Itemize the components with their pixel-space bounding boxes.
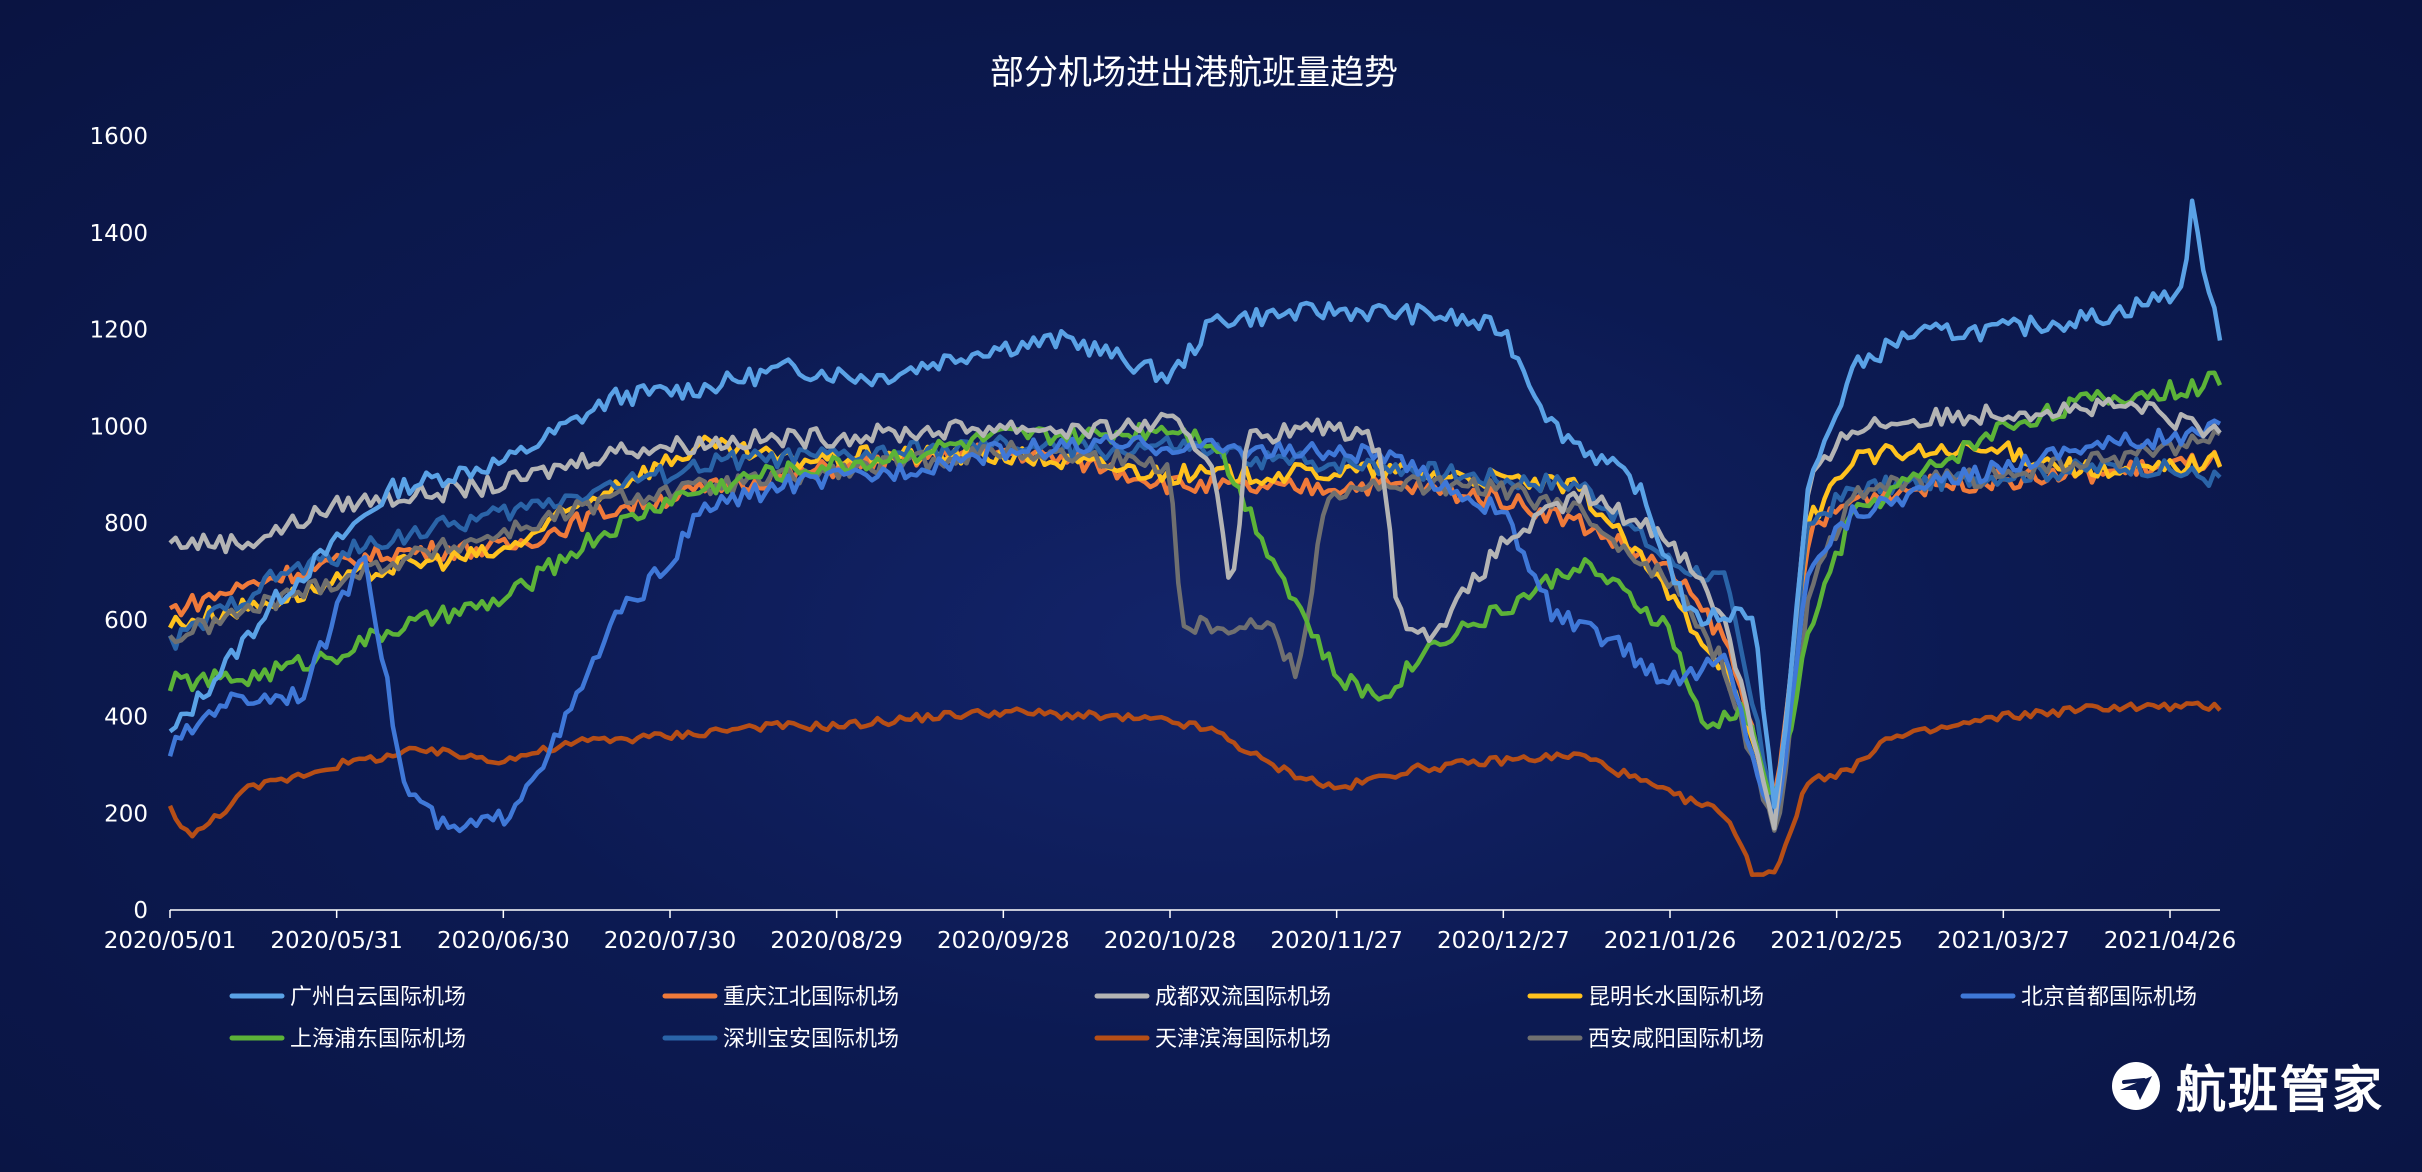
airplane-logo-icon [2112, 1062, 2160, 1110]
series-line-7 [167, 700, 2222, 877]
y-axis: 0 200 400 600 800 1000 1200 1400 1600 [89, 124, 148, 924]
legend-label: 重庆江北国际机场 [723, 985, 899, 1010]
x-tick-label: 2020/10/28 [1104, 928, 1237, 954]
y-tick-label: 600 [104, 608, 148, 634]
legend-label: 成都双流国际机场 [1155, 985, 1331, 1010]
x-tick-label: 2021/04/26 [2104, 928, 2237, 954]
chart-title: 部分机场进出港航班量趋势 [990, 53, 1398, 93]
brand-name: 航班管家 [2176, 1061, 2384, 1119]
y-tick-label: 1400 [89, 221, 148, 247]
x-tick-label: 2021/03/27 [1937, 928, 2070, 954]
legend-label: 北京首都国际机场 [2021, 985, 2197, 1010]
y-tick-label: 1600 [89, 124, 148, 150]
legend-label: 上海浦东国际机场 [290, 1027, 466, 1052]
x-tick-label: 2020/07/30 [604, 928, 737, 954]
series-line-2 [168, 396, 2222, 831]
series-line-4 [167, 418, 2222, 834]
x-tick-label: 2020/05/31 [270, 928, 403, 954]
x-tick-label: 2020/09/28 [937, 928, 1070, 954]
y-tick-label: 400 [104, 705, 148, 731]
x-tick-label: 2020/05/01 [104, 928, 237, 954]
legend-label: 西安咸阳国际机场 [1588, 1027, 1764, 1052]
x-tick-label: 2021/02/25 [1770, 928, 1903, 954]
series-line-1 [168, 442, 2223, 798]
y-tick-label: 0 [133, 898, 148, 924]
legend-label: 天津滨海国际机场 [1155, 1027, 1331, 1052]
x-tick-label: 2020/11/27 [1270, 928, 1403, 954]
y-tick-label: 1000 [89, 414, 148, 440]
y-tick-label: 1200 [89, 318, 148, 344]
x-tick-label: 2020/08/29 [770, 928, 903, 954]
x-tick-label: 2020/06/30 [437, 928, 570, 954]
x-axis: 2020/05/01 2020/05/31 2020/06/30 2020/07/30… [104, 909, 2237, 954]
legend-label: 深圳宝安国际机场 [723, 1027, 899, 1052]
legend-label: 广州白云国际机场 [290, 985, 466, 1010]
x-tick-label: 2021/01/26 [1604, 928, 1737, 954]
legend-label: 昆明长水国际机场 [1588, 985, 1764, 1010]
brand-logo: 航班管家 [2110, 1050, 2384, 1122]
y-tick-label: 200 [104, 801, 148, 827]
y-tick-label: 800 [104, 511, 148, 537]
series-lines [167, 198, 2223, 877]
series-line-0 [168, 198, 2223, 809]
series-line-3 [168, 434, 2223, 813]
legend: 广州白云国际机场 重庆江北国际机场 成都双流国际机场 昆明长水国际机场 北京首都国际机场… [229, 985, 2197, 1052]
x-tick-label: 2020/12/27 [1437, 928, 1570, 954]
series-line-8 [168, 428, 2222, 833]
